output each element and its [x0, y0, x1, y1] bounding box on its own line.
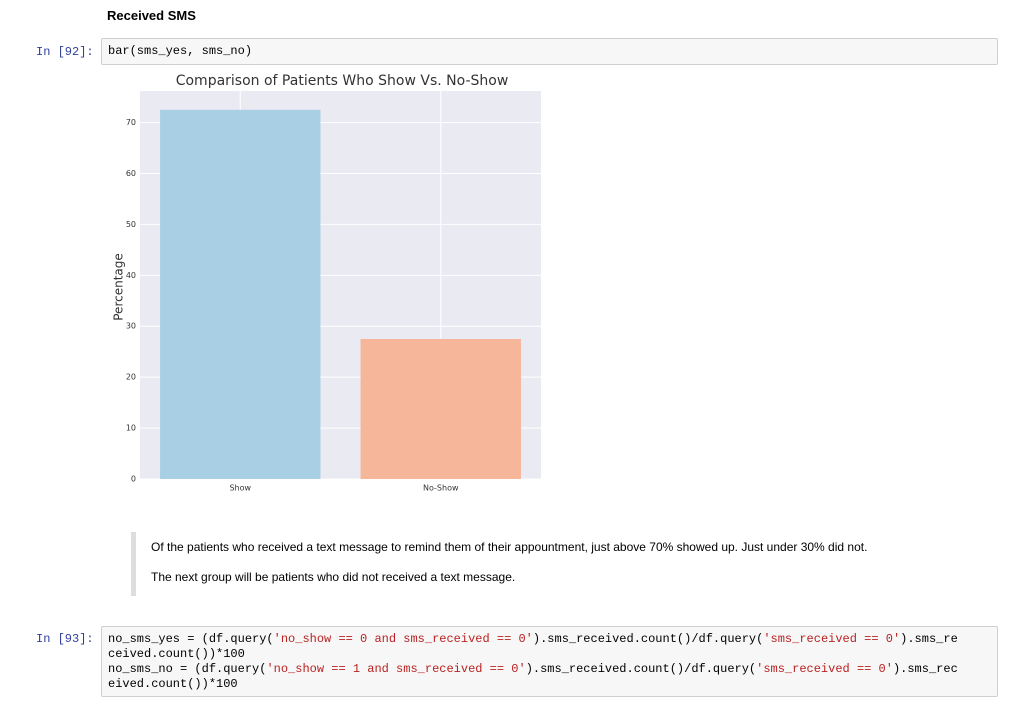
code-string: 'sms_received == 0' — [763, 632, 901, 646]
code-token: ceived.count())*100 — [108, 647, 245, 661]
code-line: eived.count())*100 — [108, 677, 991, 692]
y-tick-label: 30 — [126, 322, 136, 331]
y-tick-label: 60 — [126, 169, 136, 178]
code-line: no_sms_yes = (df.query('no_show == 0 and… — [108, 632, 991, 647]
y-tick-label: 40 — [126, 271, 136, 280]
code-cell[interactable]: no_sms_yes = (df.query('no_show == 0 and… — [101, 626, 998, 697]
heading: Received SMS — [107, 8, 196, 23]
y-tick-label: 10 — [126, 424, 136, 433]
y-tick-label: 50 — [126, 220, 136, 229]
code-token: no_sms_yes = (df.query( — [108, 632, 274, 646]
code-token: ).sms_received.count()/df.query( — [525, 662, 757, 676]
code-token: ).sms_received.count()/df.query( — [532, 632, 764, 646]
code-string: 'no_show == 0 and sms_received == 0' — [273, 632, 533, 646]
bar — [360, 338, 521, 479]
code-token: ).sms_re — [900, 632, 958, 646]
x-tick-label: Show — [229, 484, 251, 493]
y-tick-label: 0 — [131, 475, 136, 484]
code-token: bar(sms_yes, sms_no) — [108, 44, 253, 58]
paragraph: The next group will be patients who did … — [151, 570, 516, 584]
bar — [160, 109, 321, 479]
cell-prompt: In [92]: — [36, 45, 94, 59]
code-token: ).sms_rec — [892, 662, 958, 676]
code-line: ceived.count())*100 — [108, 647, 991, 662]
markdown-cell: Of the patients who received a text mess… — [131, 532, 867, 596]
y-tick-label: 20 — [126, 373, 136, 382]
x-tick-label: No-Show — [423, 484, 459, 493]
code-cell[interactable]: bar(sms_yes, sms_no) — [101, 38, 998, 65]
paragraph: Of the patients who received a text mess… — [151, 540, 868, 554]
code-token: no_sms_no = (df.query( — [108, 662, 267, 676]
y-axis-label: Percentage — [112, 253, 126, 321]
code-line: bar(sms_yes, sms_no) — [108, 44, 991, 59]
cell-prompt: In [93]: — [36, 632, 94, 646]
code-string: 'sms_received == 0' — [756, 662, 893, 676]
code-token: eived.count())*100 — [108, 677, 238, 691]
y-tick-label: 70 — [126, 118, 136, 127]
code-line: no_sms_no = (df.query('no_show == 1 and … — [108, 662, 991, 677]
chart-title: Comparison of Patients Who Show Vs. No-S… — [176, 73, 509, 89]
code-string: 'no_show == 1 and sms_received == 0' — [266, 662, 526, 676]
